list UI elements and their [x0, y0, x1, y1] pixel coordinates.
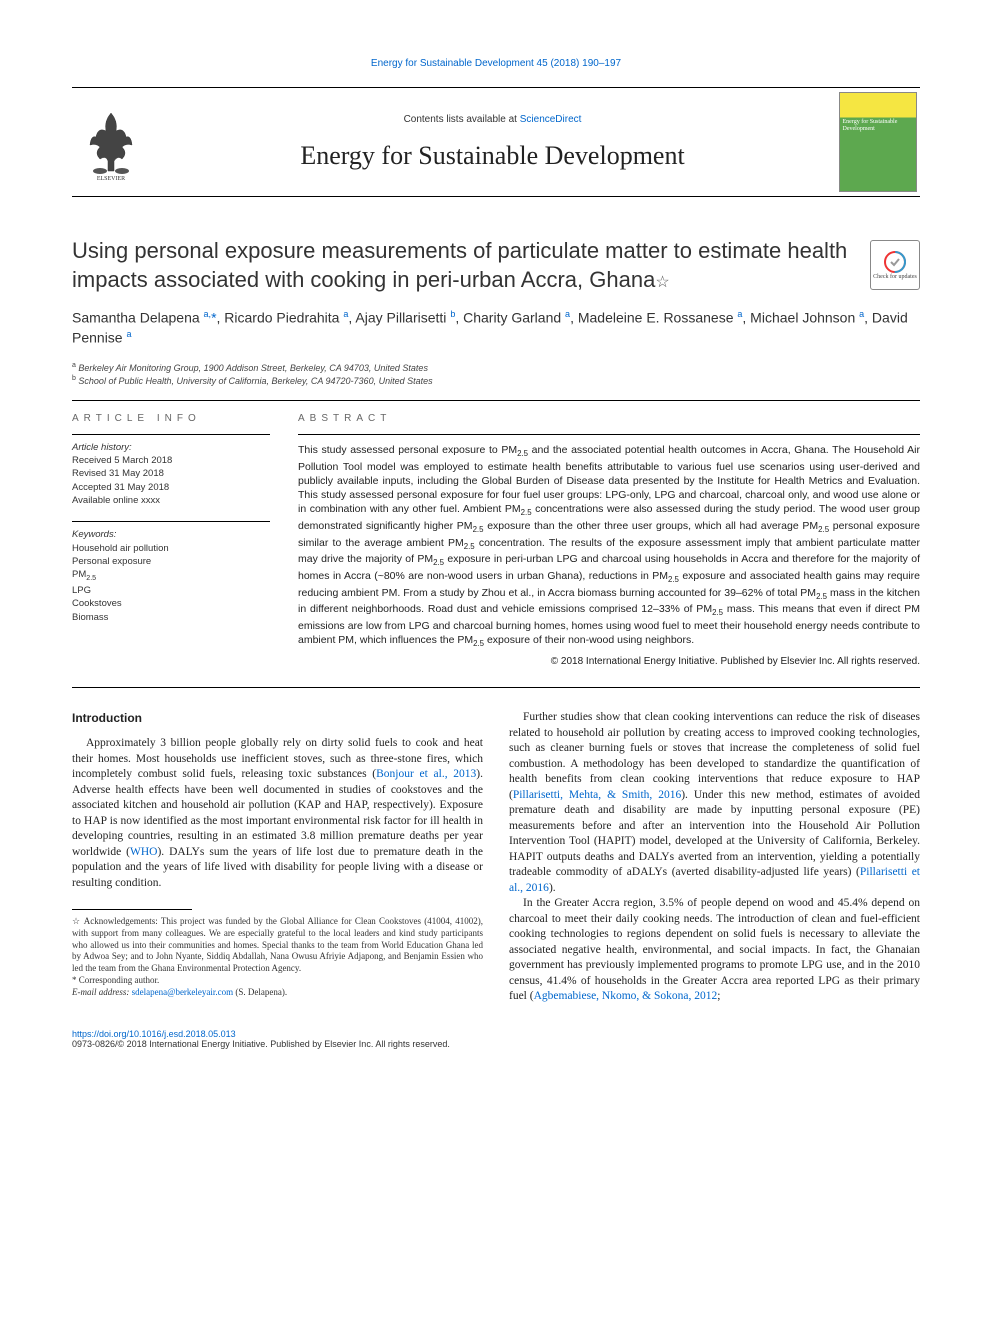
masthead-center: Contents lists available at ScienceDirec… [150, 104, 835, 181]
article-title-text: Using personal exposure measurements of … [72, 238, 847, 292]
email-label: E-mail address: [72, 987, 129, 997]
keyword-4: Cookstoves [72, 598, 122, 609]
intro-heading: Introduction [72, 710, 483, 726]
intro-p1: Approximately 3 billion people globally … [72, 736, 483, 891]
abstract-rule [298, 434, 920, 435]
elsevier-tree-logo: ELSEVIER [76, 103, 146, 181]
journal-cover-container [835, 92, 920, 192]
keywords-heading: Keywords: [72, 529, 116, 540]
article-history-block: Article history: Received 5 March 2018 R… [72, 434, 270, 507]
check-updates-badge[interactable]: Check for updates [870, 240, 920, 290]
abstract-text: This study assessed personal exposure to… [298, 443, 920, 650]
history-line-3: Available online xxxx [72, 495, 160, 506]
corresponding-email-link[interactable]: sdelapena@berkeleyair.com [132, 987, 234, 997]
history-line-1: Revised 31 May 2018 [72, 468, 164, 479]
footnotes: ☆ Acknowledgements: This project was fun… [72, 916, 483, 998]
keyword-0: Household air pollution [72, 543, 169, 554]
article-info-label: ARTICLE INFO [72, 413, 270, 424]
keywords-block: Keywords: Household air pollution Person… [72, 521, 270, 624]
rule-top [72, 400, 920, 401]
body-column-left: Introduction Approximately 3 billion peo… [72, 710, 483, 1005]
article-info-column: ARTICLE INFO Article history: Received 5… [72, 413, 270, 667]
crossmark-icon [883, 250, 907, 274]
issn-copyright-line: 0973-0826/© 2018 International Energy In… [72, 1039, 450, 1049]
journal-title: Energy for Sustainable Development [150, 141, 835, 171]
history-line-2: Accepted 31 May 2018 [72, 482, 169, 493]
publisher-logo-container: ELSEVIER [72, 103, 150, 181]
col2-p1: Further studies show that clean cooking … [509, 710, 920, 896]
journal-citation-link[interactable]: Energy for Sustainable Development 45 (2… [72, 58, 920, 69]
sciencedirect-link[interactable]: ScienceDirect [520, 114, 582, 125]
col2-p2: In the Greater Accra region, 3.5% of peo… [509, 896, 920, 1005]
journal-cover-thumbnail [839, 92, 917, 192]
masthead: ELSEVIER Contents lists available at Sci… [72, 87, 920, 197]
info-abstract-row: ARTICLE INFO Article history: Received 5… [72, 413, 920, 667]
title-footnote-star: ☆ [655, 274, 669, 291]
page: Energy for Sustainable Development 45 (2… [0, 0, 992, 1323]
keyword-2: PM2.5 [72, 569, 96, 580]
body-columns: Introduction Approximately 3 billion peo… [72, 710, 920, 1005]
history-heading: Article history: [72, 442, 132, 453]
corresponding-author-footnote: * Corresponding author. [72, 975, 483, 987]
doi-link[interactable]: https://doi.org/10.1016/j.esd.2018.05.01… [72, 1029, 236, 1039]
keyword-3: LPG [72, 585, 91, 596]
affiliations: a Berkeley Air Monitoring Group, 1900 Ad… [72, 361, 920, 388]
email-footnote: E-mail address: sdelapena@berkeleyair.co… [72, 987, 483, 999]
contents-lists-line: Contents lists available at ScienceDirec… [150, 114, 835, 125]
article-title: Using personal exposure measurements of … [72, 237, 920, 294]
footer-bar: https://doi.org/10.1016/j.esd.2018.05.01… [72, 1029, 920, 1049]
abstract-copyright: © 2018 International Energy Initiative. … [298, 656, 920, 667]
check-updates-label: Check for updates [873, 274, 917, 280]
footnote-separator [72, 909, 192, 910]
keyword-5: Biomass [72, 612, 108, 623]
svg-text:ELSEVIER: ELSEVIER [97, 176, 125, 181]
rule-mid [72, 687, 920, 688]
body-column-right: Further studies show that clean cooking … [509, 710, 920, 1005]
affiliation-b: b School of Public Health, University of… [72, 374, 920, 388]
abstract-column: ABSTRACT This study assessed personal ex… [298, 413, 920, 667]
abstract-label: ABSTRACT [298, 413, 920, 424]
keyword-1: Personal exposure [72, 556, 151, 567]
journal-citation-text[interactable]: Energy for Sustainable Development 45 (2… [371, 58, 621, 69]
history-line-0: Received 5 March 2018 [72, 455, 172, 466]
acknowledgements-footnote: ☆ Acknowledgements: This project was fun… [72, 916, 483, 974]
email-suffix: (S. Delapena). [233, 987, 287, 997]
contents-prefix: Contents lists available at [404, 114, 520, 125]
affiliation-a: a Berkeley Air Monitoring Group, 1900 Ad… [72, 361, 920, 375]
author-list: Samantha Delapena a,*, Ricardo Piedrahit… [72, 308, 920, 349]
